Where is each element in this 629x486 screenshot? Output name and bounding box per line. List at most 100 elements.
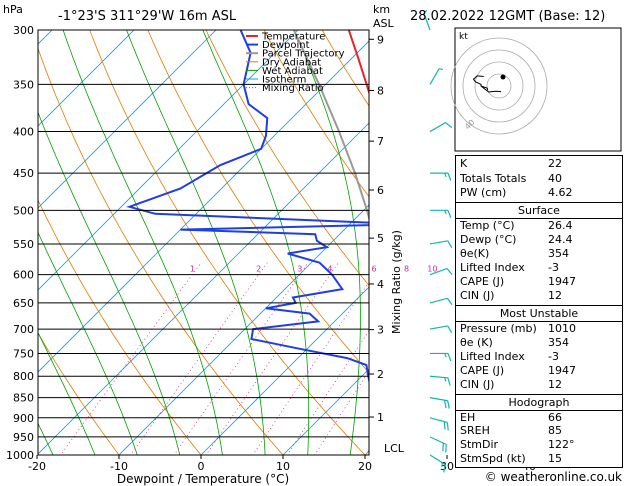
x-tick-label: 20 (358, 460, 372, 473)
legend-label: Dewpoint (262, 40, 310, 51)
mixing-ratio-label: 4 (327, 265, 332, 274)
dry-adiabat-line (38, 47, 284, 455)
wind-barb-flag (447, 210, 452, 219)
hodograph-ring (474, 61, 524, 111)
legend-label: Temperature (261, 32, 325, 43)
surface-title: Surface (518, 204, 560, 217)
pressure-tick-label: 700 (13, 323, 34, 336)
wet-adiabat-line (38, 422, 54, 455)
km-tick-label: 1 (377, 411, 384, 424)
dry-adiabat-line (38, 332, 120, 455)
wind-barb (429, 397, 450, 409)
wind-barb-flag (447, 325, 453, 334)
legend-label: Parcel Trajectory (262, 49, 345, 60)
mixing-ratio-line (173, 262, 309, 455)
datetime-title: 28.02.2022 12GMT (Base: 12) (410, 9, 605, 24)
index-row: PW (cm) 4.62 (460, 186, 573, 199)
km-tick-label: 2 (377, 368, 384, 381)
isotherm-line (38, 40, 369, 373)
legend-label: Mixing Ratio (262, 83, 324, 94)
location-title: -1°23'S 311°29'W 16m ASL (58, 9, 237, 24)
mu-row: Pressure (mb) 1010 (456, 321, 622, 336)
isotherm-line (200, 286, 369, 455)
wind-barb (423, 10, 431, 31)
mixing-ratio-line (130, 262, 268, 455)
wind-barb-flag (442, 443, 444, 452)
wet-adiabat-line (202, 30, 310, 455)
wind-barb-flag (447, 400, 450, 409)
mixing-ratio-line (205, 262, 339, 455)
axes: 3003504004505005506006507007508008509009… (6, 24, 549, 473)
parcel-trajectory-series (292, 30, 369, 222)
mixing-ratio-label: 8 (404, 265, 409, 274)
wind-barb-staff (429, 240, 448, 245)
wet-adiabat-line (62, 30, 223, 455)
pressure-tick-label: 650 (13, 297, 34, 310)
pressure-tick-label: 400 (13, 126, 34, 139)
wind-barb-staff (423, 12, 431, 31)
wind-barb (429, 68, 444, 85)
wind-barb-flag (443, 421, 446, 430)
surface-row: CAPE (J) 1947 (460, 275, 576, 288)
wind-barb-flag (423, 10, 428, 14)
wind-barb-flag (447, 240, 453, 249)
mixing-ratio-line (314, 370, 369, 455)
km-label: km (373, 3, 390, 16)
most-unstable-box: Most Unstable Pressure (mb) 1010 θe (K) 35… (455, 305, 623, 395)
wind-barb-flag (447, 377, 451, 386)
pressure-tick-label: 850 (13, 392, 34, 405)
index-row: Totals Totals 40 (460, 172, 562, 185)
wet-adiabat-line (293, 30, 361, 455)
surface-row: Lifted Index -3 (460, 261, 559, 274)
isotherm-line (38, 122, 369, 455)
hodograph-frame (454, 27, 622, 152)
isotherm-line (38, 30, 217, 209)
wet-adiabat-line (126, 30, 266, 455)
pressure-tick-label: 900 (13, 412, 34, 425)
surface-box: Surface Temp (°C) 26.4 Dewp (°C) 24.4 θe(K… (455, 202, 623, 306)
surface-row: θe(K) 354 (460, 247, 569, 260)
km-tick-label: 8 (377, 84, 384, 97)
isotherm-line (282, 368, 369, 455)
hodograph-trace (472, 75, 502, 93)
wind-barb-flag (446, 422, 449, 431)
mixing-ratio-axis-label: Mixing Ratio (g/kg) (390, 230, 403, 334)
wet-adiabat-line (38, 111, 181, 455)
wind-barb-flag (444, 210, 447, 215)
wind-barb-flag (443, 400, 447, 409)
wind-barb (429, 325, 453, 334)
wind-barb-staff (429, 122, 446, 133)
wind-barb-flag (447, 353, 452, 362)
mixing-ratio-label: 2 (256, 265, 261, 274)
wind-barb (430, 172, 452, 181)
dry-adiabat-line (263, 30, 369, 198)
hodograph-stats-box: Hodograph EH 66 SREH 85 StmDir 122° StmSpd … (455, 394, 623, 468)
surface-row: Dewp (°C) 24.4 (460, 233, 573, 246)
x-tick-label: -20 (28, 460, 46, 473)
wind-barb-flag (446, 268, 453, 275)
wind-barb-flag (444, 353, 447, 358)
surface-row: Temp (°C) 26.4 (456, 218, 622, 233)
dry-adiabat-line (38, 199, 202, 455)
wind-barb (429, 436, 447, 453)
wet-adiabat-line (38, 331, 96, 455)
hodo-row: StmSpd (kt) 15 (460, 452, 562, 465)
pressure-tick-label: 800 (13, 370, 34, 383)
hodo-row: EH 66 (456, 410, 622, 425)
km-tick-label: 4 (377, 278, 384, 291)
wind-barb (430, 352, 452, 362)
wind-barb-flag (445, 444, 447, 453)
wind-barbs (423, 10, 453, 473)
wind-barb-staff (429, 325, 448, 330)
mu-row: θe (K) 354 (460, 336, 569, 349)
hodograph-ring (450, 37, 548, 135)
background-lines (38, 30, 369, 455)
pressure-tick-label: 350 (13, 78, 34, 91)
hpa-label: hPa (3, 3, 23, 16)
wind-barb-flag (441, 462, 444, 467)
mu-row: CIN (J) 12 (460, 378, 562, 391)
